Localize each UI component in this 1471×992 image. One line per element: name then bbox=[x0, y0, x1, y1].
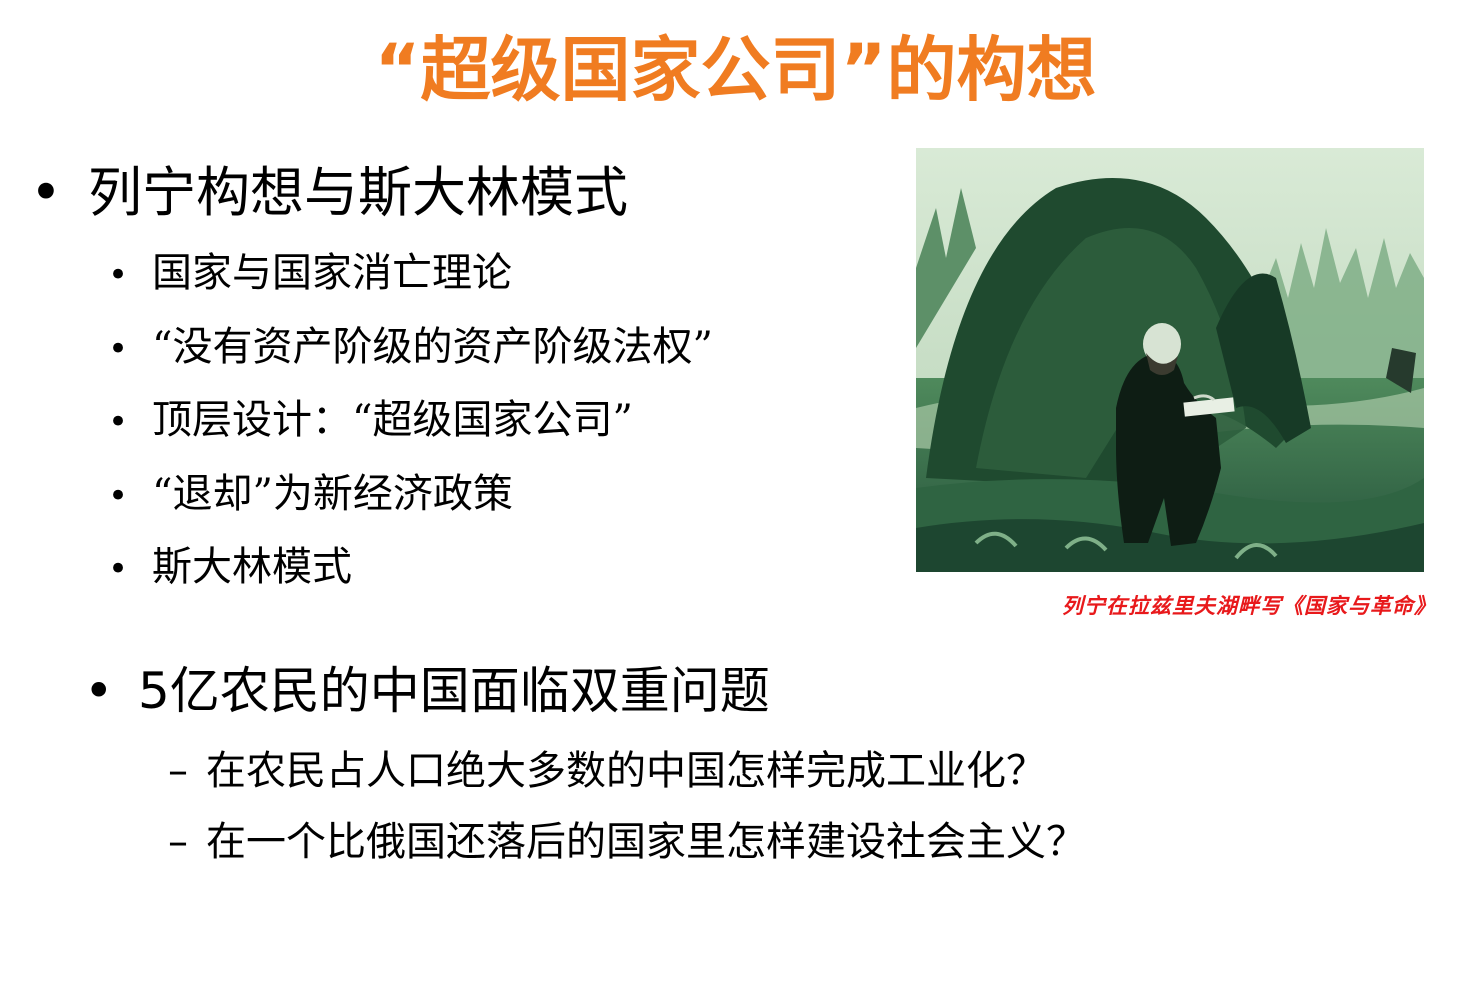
list-item-text: 在一个比俄国还落后的国家里怎样建设社会主义？ bbox=[206, 819, 1086, 865]
list-item: • “退却”为新经济政策 bbox=[108, 459, 713, 533]
list-item: • 国家与国家消亡理论 bbox=[108, 238, 713, 312]
bullet-icon: • bbox=[108, 402, 129, 442]
china-sub-list: – 在农民占人口绝大多数的中国怎样完成工业化？ – 在一个比俄国还落后的国家里怎样建… bbox=[168, 736, 1086, 878]
lenin-painting-icon bbox=[916, 148, 1424, 572]
bullet-icon: • bbox=[108, 475, 129, 516]
bullet-icon: • bbox=[108, 328, 129, 369]
section-heading-text: 5亿农民的中国面临双重问题 bbox=[138, 662, 770, 720]
slide-title: “超级国家公司”的构想 bbox=[374, 29, 1097, 111]
bullet-icon: • bbox=[108, 549, 129, 589]
lenin-painting-image bbox=[916, 148, 1424, 572]
list-item-text: 斯大林模式 bbox=[152, 544, 352, 590]
bullet-icon: • bbox=[84, 662, 114, 720]
list-item: – 在一个比俄国还落后的国家里怎样建设社会主义？ bbox=[168, 807, 1086, 878]
dash-icon: – bbox=[168, 819, 188, 865]
bullet-icon: • bbox=[30, 161, 62, 224]
lenin-sub-list: • 国家与国家消亡理论 • “没有资产阶级的资产阶级法权” • 顶层设计：“超级国家公… bbox=[108, 238, 713, 606]
list-item: • 顶层设计：“超级国家公司” bbox=[108, 385, 713, 459]
image-caption: 列宁在拉兹里夫湖畔写《国家与革命》 bbox=[1062, 593, 1436, 618]
list-item-text: 在农民占人口绝大多数的中国怎样完成工业化？ bbox=[206, 748, 1046, 794]
list-item: • 斯大林模式 bbox=[108, 532, 713, 606]
bullet-icon: • bbox=[108, 255, 129, 295]
section-heading-text: 列宁构想与斯大林模式 bbox=[88, 161, 628, 224]
list-item-text: 国家与国家消亡理论 bbox=[152, 250, 512, 296]
section-heading-lenin: • 列宁构想与斯大林模式 bbox=[30, 158, 628, 228]
list-item: • “没有资产阶级的资产阶级法权” bbox=[108, 312, 713, 386]
list-item-text: “退却”为新经济政策 bbox=[152, 470, 513, 517]
section-heading-china: • 5亿农民的中国面临双重问题 bbox=[84, 656, 770, 726]
list-item-text: “没有资产阶级的资产阶级法权” bbox=[152, 323, 713, 370]
list-item-text: 顶层设计：“超级国家公司” bbox=[152, 397, 633, 443]
dash-icon: – bbox=[168, 748, 188, 794]
list-item: – 在农民占人口绝大多数的中国怎样完成工业化？ bbox=[168, 736, 1086, 807]
